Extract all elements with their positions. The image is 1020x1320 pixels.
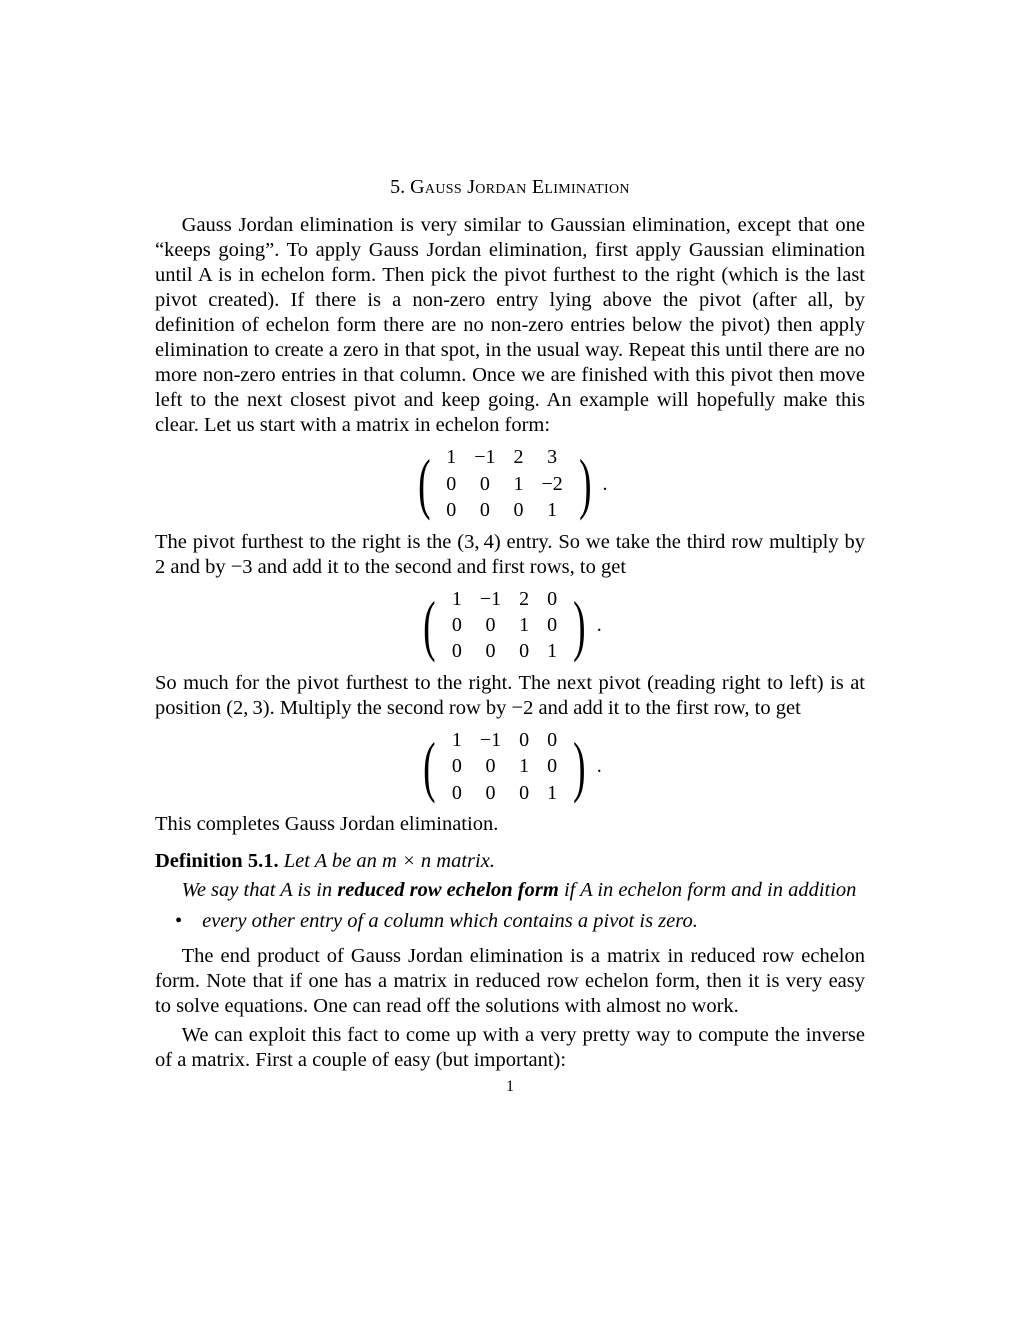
page-number: 1: [155, 1077, 865, 1097]
paragraph-5: The end product of Gauss Jordan eliminat…: [155, 944, 865, 1019]
matrix-2-table: 1 −1 2 0 0 0 1 0 0 0 0 1: [443, 586, 566, 665]
paragraph-6: We can exploit this fact to come up with…: [155, 1023, 865, 1073]
bullet-icon: •: [155, 909, 202, 934]
paragraph-3: So much for the pivot furthest to the ri…: [155, 671, 865, 721]
definition-term: reduced row echelon form: [337, 879, 559, 901]
table-row: 0 0 1 −2: [437, 471, 572, 497]
right-paren-icon: ): [573, 736, 585, 797]
definition-text-a: We say that A is in: [182, 879, 338, 901]
table-row: 1 −1 2 0: [443, 586, 566, 612]
definition-bullet: • every other entry of a column which co…: [155, 909, 865, 934]
bullet-text: every other entry of a column which cont…: [202, 909, 865, 934]
section-title: 5. Gauss Jordan Elimination: [155, 175, 865, 199]
table-row: 0 0 0 1: [437, 497, 572, 523]
paragraph-1: Gauss Jordan elimination is very similar…: [155, 213, 865, 438]
matrix-3-table: 1 −1 0 0 0 0 1 0 0 0 0 1: [443, 727, 566, 806]
page: 5. Gauss Jordan Elimination Gauss Jordan…: [0, 0, 1020, 1320]
table-row: 1 −1 0 0: [443, 727, 566, 753]
definition-text-b: if A in echelon form and in addition: [559, 879, 857, 901]
left-paren-icon: (: [423, 595, 435, 656]
definition-label: Definition 5.1.: [155, 850, 279, 872]
table-row: 0 0 0 1: [443, 638, 566, 664]
section-number: 5.: [390, 176, 405, 198]
table-row: 0 0 1 0: [443, 753, 566, 779]
matrix-1: ( 1 −1 2 3 0 0 1 −2 0 0 0 1 ) .: [155, 444, 865, 523]
matrix-period: .: [597, 754, 602, 778]
section-title-text: Gauss Jordan Elimination: [410, 176, 630, 198]
left-paren-icon: (: [418, 453, 430, 514]
paragraph-4: This completes Gauss Jordan elimination.: [155, 812, 865, 837]
matrix-period: .: [597, 613, 602, 637]
paragraph-2: The pivot furthest to the right is the (…: [155, 530, 865, 580]
matrix-2: ( 1 −1 2 0 0 0 1 0 0 0 0 1 ) .: [155, 586, 865, 665]
right-paren-icon: ): [579, 453, 591, 514]
matrix-3: ( 1 −1 0 0 0 0 1 0 0 0 0 1 ) .: [155, 727, 865, 806]
definition-body: We say that A is in reduced row echelon …: [155, 878, 865, 903]
definition-head: Definition 5.1. Let A be an m × n matrix…: [155, 849, 865, 874]
matrix-period: .: [602, 472, 607, 496]
table-row: 0 0 0 1: [443, 780, 566, 806]
matrix-1-table: 1 −1 2 3 0 0 1 −2 0 0 0 1: [437, 444, 572, 523]
right-paren-icon: ): [573, 595, 585, 656]
left-paren-icon: (: [423, 736, 435, 797]
table-row: 1 −1 2 3: [437, 444, 572, 470]
table-row: 0 0 1 0: [443, 612, 566, 638]
definition-let: Let A be an m × n matrix.: [279, 850, 495, 872]
